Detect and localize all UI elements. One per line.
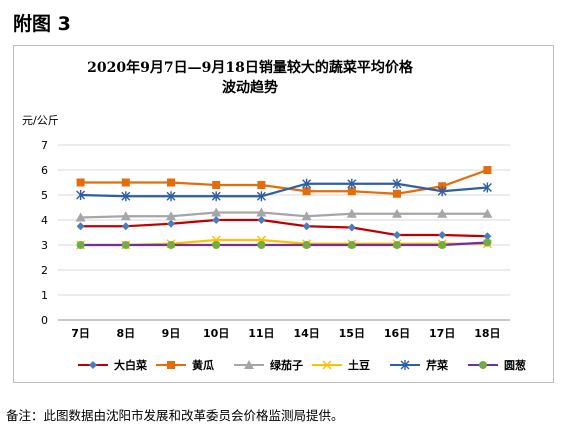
y-tick-label: 1: [41, 289, 48, 302]
data-point: [167, 361, 175, 369]
y-tick-label: 3: [41, 239, 48, 252]
x-tick-label: 7日: [71, 327, 90, 340]
legend-label: 土豆: [348, 358, 370, 372]
data-point: [167, 241, 175, 249]
data-point: [393, 231, 401, 239]
series-line: [80, 182, 488, 198]
data-point: [483, 166, 492, 174]
data-point: [400, 360, 410, 370]
data-point: [437, 208, 448, 218]
chart-title-line1: 2020年9月7日—9月18日销量较大的蔬菜平均价格: [87, 59, 414, 76]
data-point: [121, 178, 130, 187]
data-point: [483, 238, 492, 247]
y-tick-label: 6: [41, 164, 48, 177]
y-tick-label: 0: [41, 314, 48, 327]
data-point: [257, 216, 266, 224]
data-point: [212, 181, 221, 189]
x-tick-label: 9日: [162, 327, 181, 340]
data-point: [75, 212, 86, 222]
y-tick-label: 2: [41, 264, 48, 277]
legend-label: 芹菜: [426, 358, 449, 372]
x-tick-label: 11日: [248, 327, 274, 340]
data-point: [167, 178, 175, 187]
data-point: [256, 207, 267, 217]
series-line: [80, 168, 488, 195]
series-line: [80, 241, 488, 247]
data-point: [322, 360, 332, 370]
data-point: [302, 187, 311, 196]
y-tick-label: 7: [41, 139, 48, 152]
data-point: [347, 223, 356, 232]
x-tick-label: 16日: [384, 327, 410, 340]
x-tick-label: 15日: [339, 327, 365, 340]
x-tick-label: 14日: [293, 327, 319, 340]
data-point: [392, 178, 402, 189]
legend-label: 黄瓜: [192, 358, 214, 372]
figure-label: 附图 3: [13, 13, 71, 35]
chart-frame: [13, 45, 554, 383]
data-point: [121, 222, 130, 231]
series-line: [80, 218, 488, 238]
data-point: [76, 241, 85, 249]
data-point: [121, 241, 130, 249]
data-point: [89, 361, 97, 369]
data-point: [301, 211, 312, 221]
data-point: [482, 182, 492, 193]
y-axis-label: 元/公斤: [22, 114, 59, 127]
x-tick-label: 10日: [203, 327, 229, 340]
data-point: [166, 191, 176, 202]
data-point: [76, 222, 85, 231]
data-point: [302, 178, 312, 189]
y-tick-label: 5: [41, 189, 48, 202]
data-point: [121, 191, 131, 202]
legend-label: 圆葱: [504, 358, 526, 372]
series-line: [80, 211, 488, 219]
data-point: [302, 222, 311, 231]
y-tick-label: 4: [41, 214, 48, 227]
data-point: [347, 187, 356, 196]
data-point: [212, 216, 221, 224]
data-point: [347, 241, 356, 249]
data-point: [438, 241, 447, 249]
data-point: [212, 241, 221, 249]
data-point: [256, 191, 266, 202]
data-point: [393, 241, 401, 249]
data-point: [76, 190, 86, 200]
data-point: [166, 211, 176, 221]
x-tick-label: 17日: [429, 327, 455, 340]
chart-title-line2: 波动趋势: [222, 79, 278, 96]
data-point: [479, 361, 487, 369]
x-tick-label: 18日: [474, 327, 500, 340]
legend-label: 绿茄子: [270, 358, 303, 372]
data-point: [302, 241, 311, 249]
data-point: [393, 189, 401, 198]
legend-label: 大白菜: [114, 358, 148, 372]
data-point: [211, 191, 221, 202]
data-point: [211, 207, 222, 217]
data-point: [483, 232, 492, 241]
data-point: [244, 360, 254, 369]
data-point: [257, 241, 266, 249]
data-point: [346, 208, 357, 218]
x-tick-label: 8日: [116, 327, 135, 340]
data-point: [438, 231, 447, 239]
data-point: [257, 181, 266, 189]
data-point: [392, 208, 402, 218]
data-point: [167, 219, 175, 228]
data-point: [347, 178, 357, 189]
data-point: [76, 178, 85, 187]
data-point: [120, 211, 131, 221]
data-point: [482, 208, 493, 218]
data-point: [437, 186, 447, 197]
footnote: 备注：此图数据由沈阳市发展和改革委员会价格监测局提供。: [6, 408, 344, 423]
